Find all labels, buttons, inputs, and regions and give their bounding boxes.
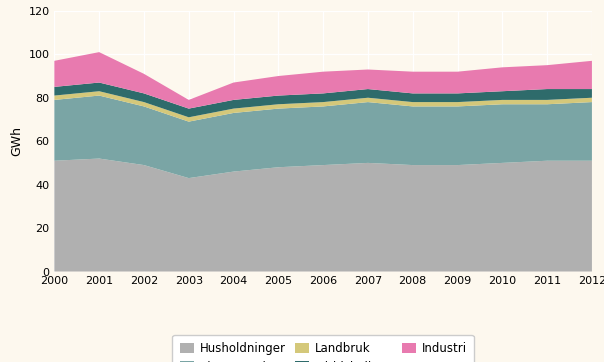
Y-axis label: GWh: GWh: [10, 126, 23, 156]
Legend: Husholdninger, Tjenesteyting, Landbruk, Fritidsboliger, Industri: Husholdninger, Tjenesteyting, Landbruk, …: [173, 335, 474, 362]
